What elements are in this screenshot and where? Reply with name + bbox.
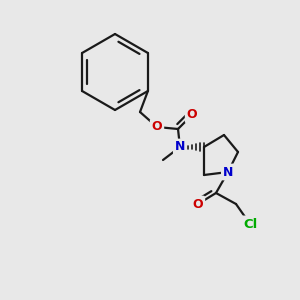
Text: N: N	[175, 140, 185, 154]
Text: O: O	[187, 109, 197, 122]
Text: O: O	[152, 121, 162, 134]
Text: N: N	[223, 166, 233, 178]
Text: O: O	[193, 197, 203, 211]
Text: Cl: Cl	[243, 218, 257, 230]
